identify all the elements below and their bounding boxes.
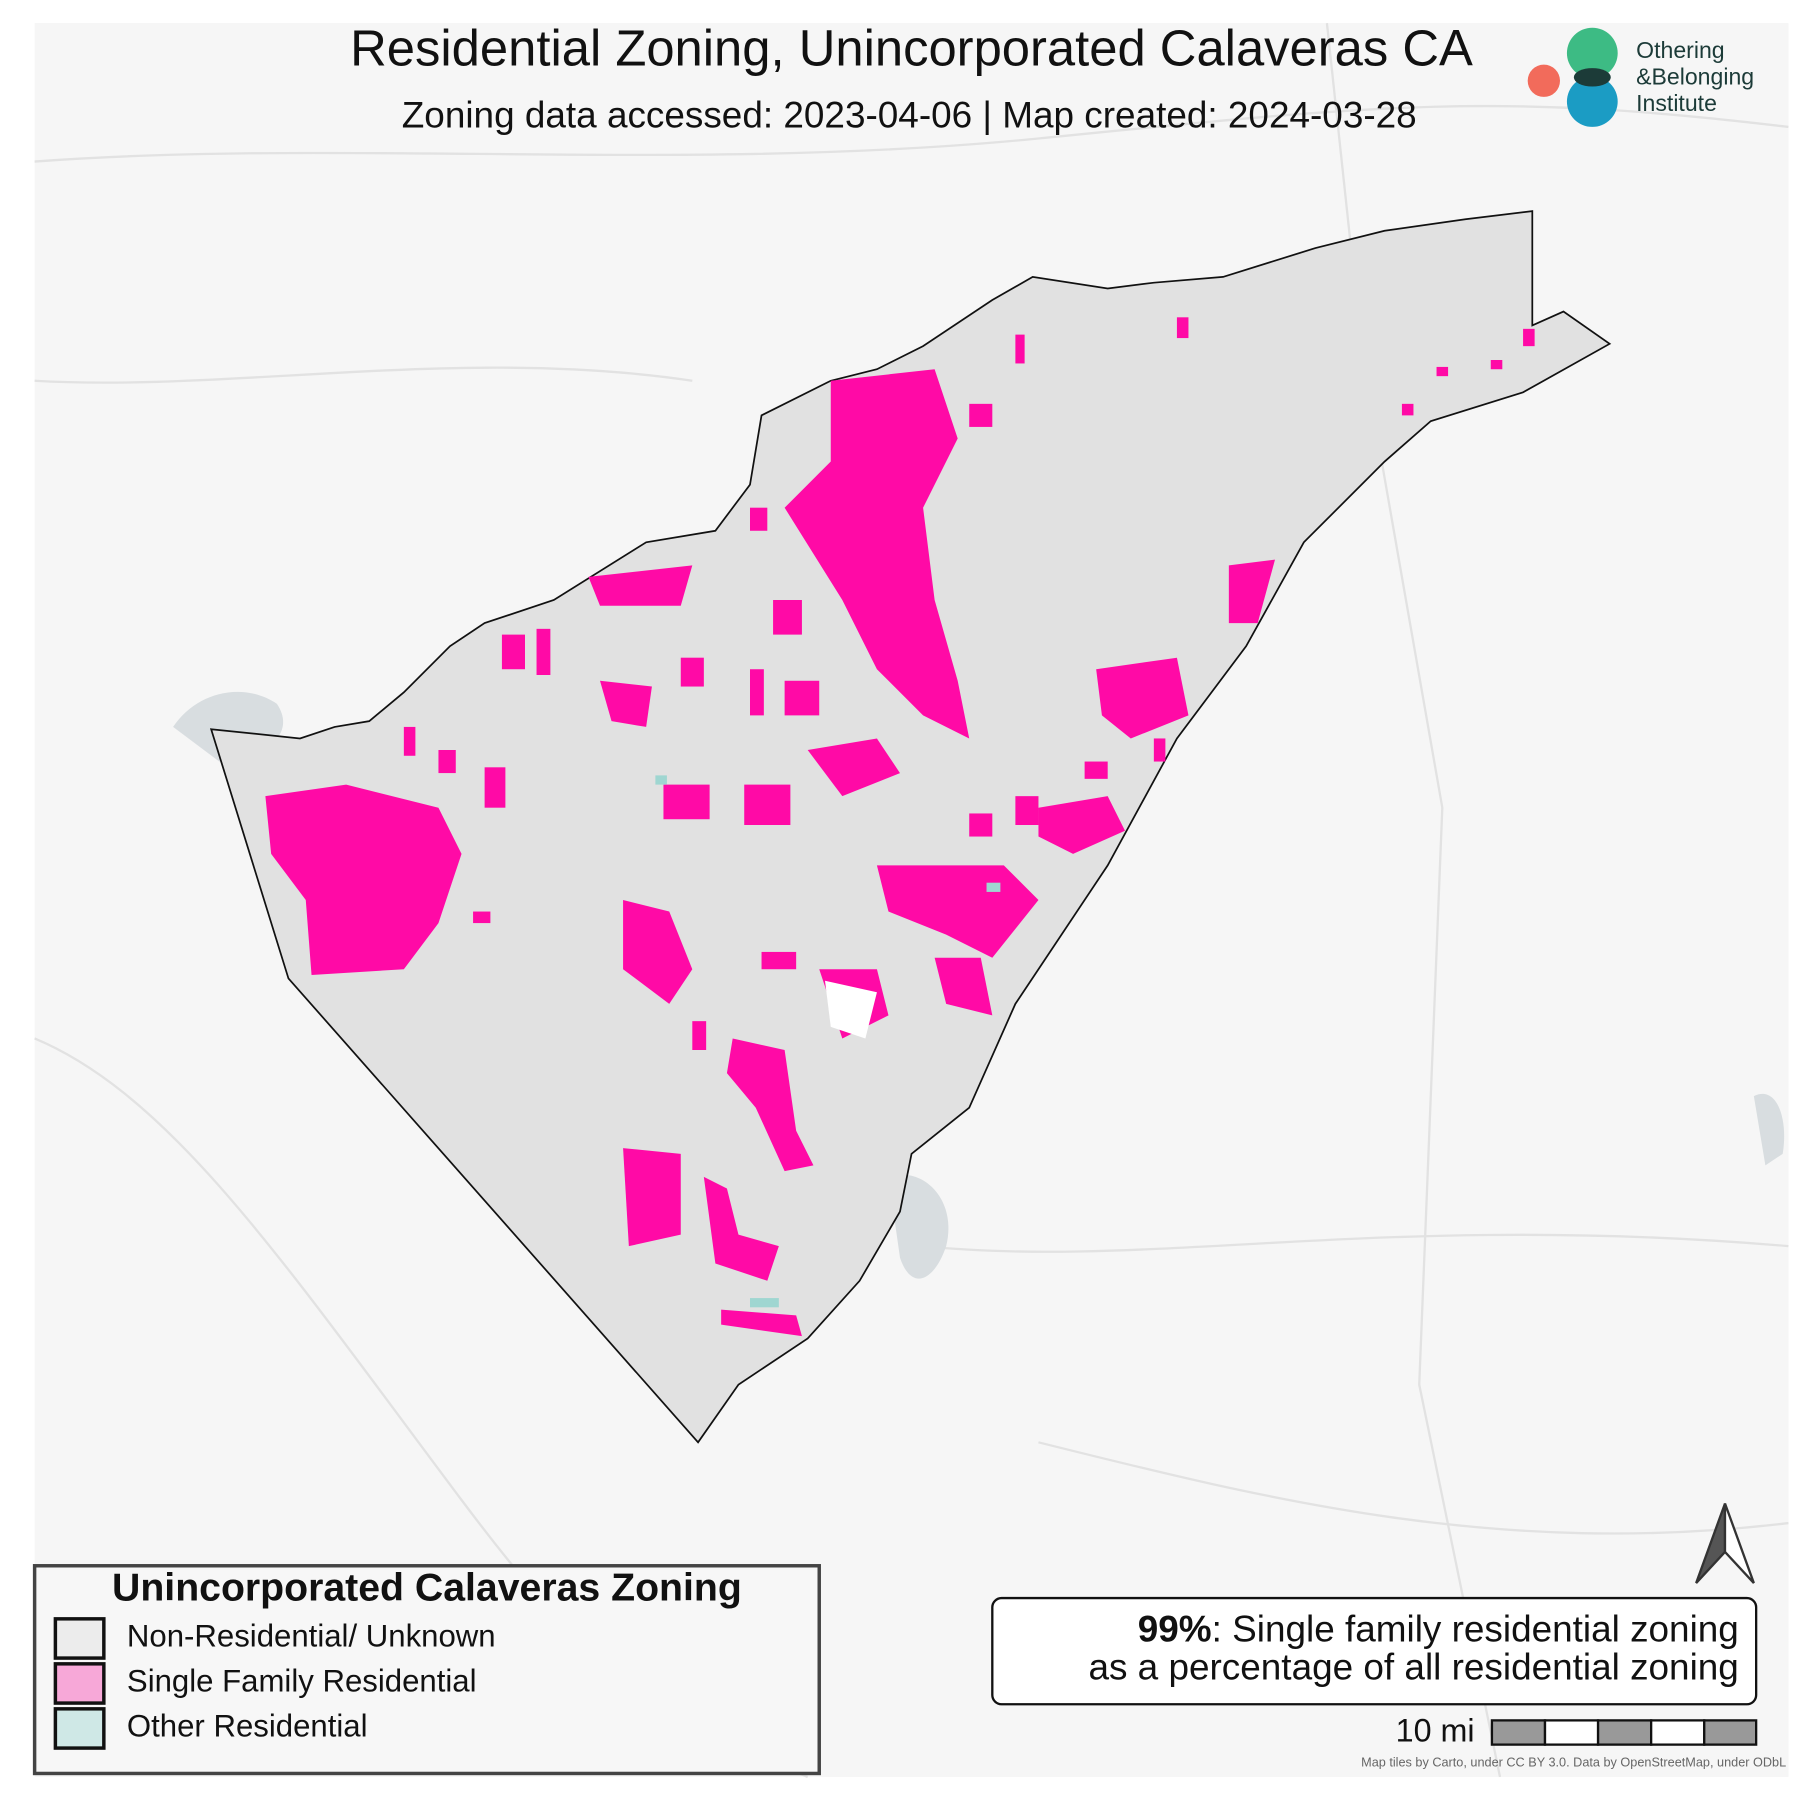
- scale-bar: 10 mi: [1396, 1713, 1758, 1749]
- map-title: Residential Zoning, Unincorporated Calav…: [350, 19, 1473, 76]
- legend-label: Other Residential: [127, 1709, 368, 1744]
- legend-box: [32, 1564, 821, 1776]
- city-gap: [825, 980, 877, 1039]
- stat-highlight: 99%: [1138, 1608, 1212, 1649]
- stat-line: as a percentage of all residential zonin…: [1088, 1646, 1738, 1687]
- other-residential-zones: [655, 775, 1001, 1308]
- scale-label: 10 mi: [1396, 1713, 1475, 1749]
- single-family-zones: [265, 317, 1535, 1337]
- logo-circle: [1566, 76, 1618, 127]
- logo-circle: [1527, 64, 1560, 97]
- stat-line: 99%: Single family residential zoning: [1138, 1608, 1739, 1649]
- stat-box: 99%: Single family residential zoning as…: [991, 1596, 1758, 1706]
- legend-title: Unincorporated Calaveras Zoning: [112, 1565, 742, 1609]
- logo: Othering &Belonging Institute: [1527, 27, 1754, 127]
- north-arrow: [1695, 1503, 1755, 1584]
- stat-text: : Single family residential zoning: [1212, 1608, 1739, 1649]
- county-boundary: [209, 210, 1612, 1444]
- legend-swatch: [53, 1707, 106, 1750]
- stat-frame: [991, 1596, 1758, 1706]
- logo-circle: [1566, 27, 1618, 79]
- legend-label: Single Family Residential: [127, 1664, 477, 1699]
- logo-text: Othering: [1636, 37, 1724, 63]
- logo-text: &Belonging: [1636, 64, 1754, 90]
- logo-text: Institute: [1636, 90, 1717, 116]
- logo-overlap: [1573, 68, 1611, 87]
- legend-swatch: [53, 1662, 106, 1705]
- legend: Unincorporated Calaveras Zoning Non-Resi…: [32, 1564, 821, 1776]
- legend-label: Non-Residential/ Unknown: [127, 1619, 496, 1654]
- map-subtitle: Zoning data accessed: 2023-04-06 | Map c…: [402, 94, 1417, 135]
- attribution: Map tiles by Carto, under CC BY 3.0. Dat…: [1361, 1755, 1786, 1769]
- legend-swatch: [53, 1617, 106, 1660]
